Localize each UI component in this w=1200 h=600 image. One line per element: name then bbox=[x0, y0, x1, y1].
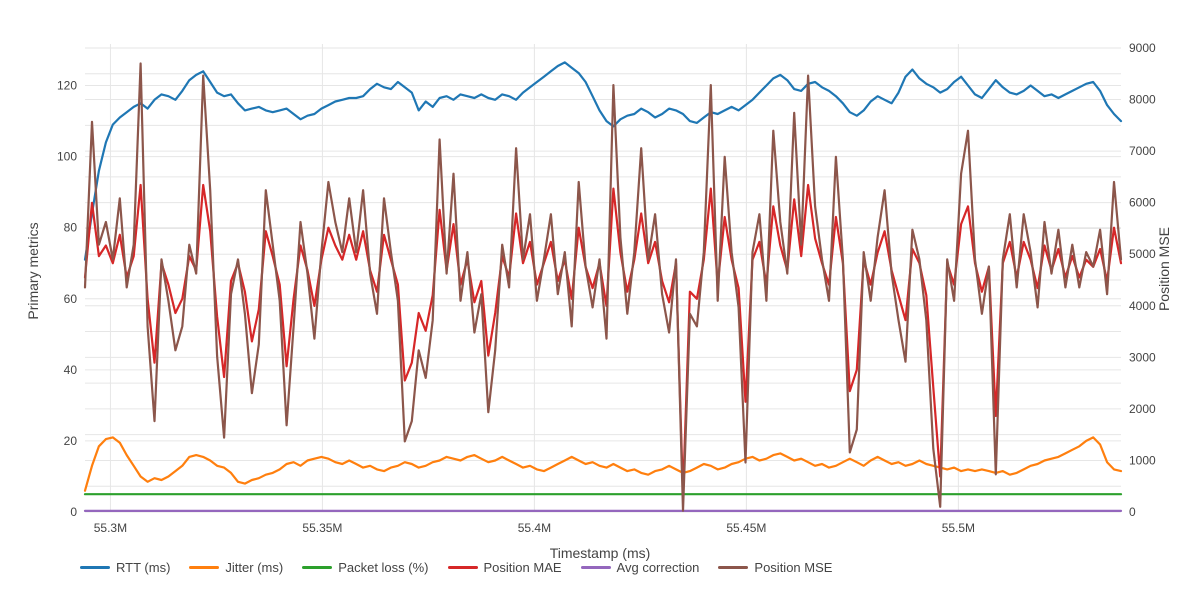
y-axis-right-tick-label: 9000 bbox=[1129, 41, 1156, 55]
y-axis-right-tick-label: 4000 bbox=[1129, 299, 1156, 313]
y-axis-left-tick-label: 80 bbox=[64, 221, 78, 235]
x-axis-tick-label: 55.4M bbox=[518, 521, 551, 535]
legend-item-label: Packet loss (%) bbox=[338, 560, 429, 575]
legend-item-label: Jitter (ms) bbox=[225, 560, 284, 575]
y-axis-right-tick-label: 7000 bbox=[1129, 144, 1156, 158]
y-axis-left-tick-label: 40 bbox=[64, 363, 78, 377]
x-axis-tick-label: 55.45M bbox=[726, 521, 766, 535]
legend-line-swatch-icon bbox=[80, 566, 110, 569]
y-axis-left-tick-label: 0 bbox=[70, 505, 77, 519]
x-axis-tick-label: 55.3M bbox=[94, 521, 127, 535]
legend-item-packet-loss[interactable]: Packet loss (%) bbox=[302, 560, 429, 575]
y-axis-left-tick-label: 120 bbox=[57, 79, 77, 93]
x-axis-tick-label: 55.5M bbox=[942, 521, 975, 535]
y-axis-left-tick-label: 20 bbox=[64, 434, 78, 448]
legend-item-position-mse[interactable]: Position MSE bbox=[718, 560, 832, 575]
legend-item-label: Avg correction bbox=[616, 560, 700, 575]
legend-line-swatch-icon bbox=[447, 566, 478, 569]
y-axis-left-tick-label: 60 bbox=[64, 292, 78, 306]
legend-item-rtt-ms[interactable]: RTT (ms) bbox=[80, 560, 170, 575]
legend-item-jitter-ms[interactable]: Jitter (ms) bbox=[189, 560, 283, 575]
y-axis-right-tick-label: 2000 bbox=[1129, 402, 1156, 416]
y-axis-right-tick-label: 0 bbox=[1129, 505, 1136, 519]
chart-legend: RTT (ms) Jitter (ms) Packet loss (%) Positi… bbox=[80, 560, 832, 575]
legend-item-label: Position MAE bbox=[483, 560, 562, 575]
series-line-position-mse bbox=[83, 62, 1123, 512]
y-axis-left-title: Primary metrics bbox=[25, 222, 41, 320]
y-axis-right-tick-label: 5000 bbox=[1129, 247, 1156, 261]
y-axis-right-tick-label: 3000 bbox=[1129, 350, 1156, 364]
legend-item-label: Position MSE bbox=[754, 560, 833, 575]
y-axis-left-tick-label: 100 bbox=[57, 150, 77, 164]
series-line-rtt-ms bbox=[83, 61, 1123, 261]
x-axis-tick-label: 55.35M bbox=[302, 521, 342, 535]
series-line-position-mae bbox=[83, 183, 1123, 496]
legend-item-avg-correction[interactable]: Avg correction bbox=[580, 560, 700, 575]
y-axis-right-tick-label: 1000 bbox=[1129, 453, 1156, 467]
x-axis-title: Timestamp (ms) bbox=[549, 545, 651, 561]
y-axis-right-title: Position MSE bbox=[1156, 226, 1172, 312]
legend-item-position-mae[interactable]: Position MAE bbox=[447, 560, 562, 575]
y-axis-right-tick-label: 8000 bbox=[1129, 93, 1156, 107]
legend-line-swatch-icon bbox=[302, 566, 333, 569]
series-line-jitter-ms bbox=[83, 436, 1123, 492]
legend-line-swatch-icon bbox=[189, 566, 220, 569]
y-axis-right-tick-label: 6000 bbox=[1129, 196, 1156, 210]
legend-item-label: RTT (ms) bbox=[116, 560, 171, 575]
legend-line-swatch-icon bbox=[718, 566, 749, 569]
legend-line-swatch-icon bbox=[580, 566, 611, 569]
